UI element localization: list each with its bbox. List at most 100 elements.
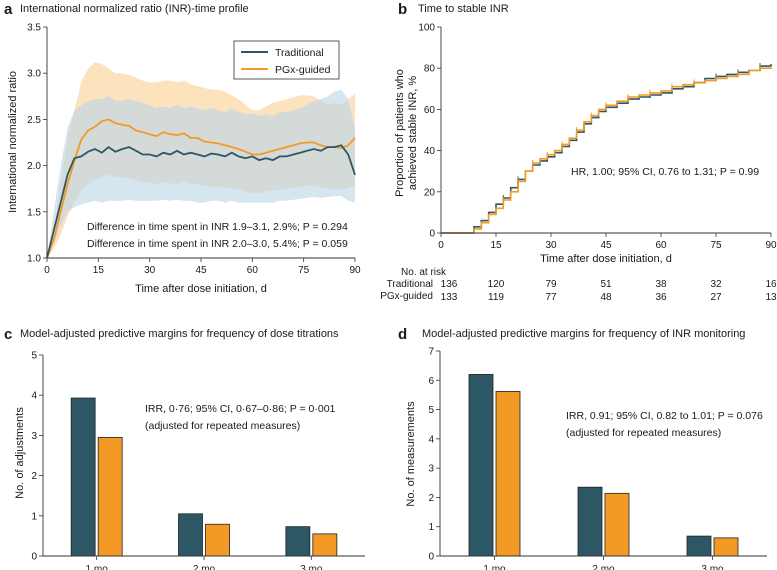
panel-c-bars xyxy=(70,397,338,557)
panel-a-xtick-label: 15 xyxy=(93,265,105,276)
panel-b-letter: b xyxy=(398,1,407,18)
risk-count-pgx: 77 xyxy=(545,292,557,303)
risk-table: No. at risk Traditional PGx-guided 136 12… xyxy=(380,267,777,303)
panel-d-annotation-1: IRR, 0.91; 95% CI, 0.82 to 1.01; P = 0.0… xyxy=(566,410,763,422)
bar-traditional xyxy=(285,526,311,557)
panel-a-xtick-label: 90 xyxy=(349,265,361,276)
panel-a-axes: 1.0 1.5 2.0 2.5 3.0 3.5 0 15 30 45 60 75 90 xyxy=(27,23,361,277)
panel-d-ylabel: No. of measurements xyxy=(405,401,417,507)
panel-d-category-label: 2 mo xyxy=(592,564,615,570)
panel-a-ytick-label: 3.5 xyxy=(27,23,41,34)
panel-a-ytick-label: 2.0 xyxy=(27,161,41,172)
panel-d-category-label: 1 mo xyxy=(483,564,506,570)
bar-traditional xyxy=(686,535,712,557)
risk-count-traditional: 79 xyxy=(545,279,557,290)
panel-c-ylabel: No. of adjustments xyxy=(14,407,26,499)
panel-d-ytick-label: 1 xyxy=(428,522,434,533)
panel-c: c Model-adjusted predictive margins for … xyxy=(4,326,365,570)
panel-a-ytick-label: 1.0 xyxy=(27,254,41,265)
panel-a-xtick-label: 60 xyxy=(247,265,259,276)
panel-b-ylabel-line-2: achieved stable INR, % xyxy=(407,76,419,191)
risk-count-traditional: 120 xyxy=(488,279,505,290)
risk-table-row-label-pgx: PGx-guided xyxy=(380,291,433,302)
panel-c-axes: 1 mo 2 mo 3 mo 0 1 2 3 4 5 xyxy=(31,351,365,570)
risk-count-pgx: 36 xyxy=(655,292,667,303)
panel-a-ytick-label: 1.5 xyxy=(27,207,41,218)
risk-count-pgx: 119 xyxy=(488,292,504,303)
panel-b-ytick-label: 40 xyxy=(424,146,436,157)
bar-traditional xyxy=(70,397,96,557)
panel-a-annotation-2: Difference in time spent in INR 2.0–3.0,… xyxy=(87,238,348,250)
bar-traditional xyxy=(468,374,494,557)
risk-table-header: No. at risk xyxy=(401,267,447,278)
panel-a-ytick-label: 3.0 xyxy=(27,69,41,80)
panel-a-title: International normalized ratio (INR)-tim… xyxy=(20,3,249,15)
panel-a-xtick-label: 0 xyxy=(44,265,50,276)
panel-a-letter: a xyxy=(4,1,13,18)
panel-b-xtick-label: 0 xyxy=(438,240,444,251)
bar-pgx xyxy=(205,523,230,557)
panel-d-letter: d xyxy=(398,326,407,343)
panel-c-category-label: 1 mo xyxy=(86,564,109,570)
bar-pgx xyxy=(604,492,630,557)
risk-count-pgx: 27 xyxy=(710,292,722,303)
bar-traditional xyxy=(178,513,203,557)
panel-d-axes: 1 mo 2 mo 3 mo 0 1 2 3 4 5 6 7 xyxy=(428,347,767,570)
bar-pgx xyxy=(97,437,123,557)
bar-pgx xyxy=(495,391,521,557)
panel-b-xtick-label: 60 xyxy=(655,240,667,251)
bar-pgx xyxy=(312,533,338,557)
risk-table-row-label-traditional: Traditional xyxy=(387,279,433,290)
panel-b-xtick-label: 30 xyxy=(545,240,557,251)
panel-c-ytick-label: 4 xyxy=(31,391,37,402)
panel-c-ytick-label: 2 xyxy=(31,471,37,482)
panel-d-ytick-label: 5 xyxy=(428,405,434,416)
risk-count-traditional: 32 xyxy=(710,279,722,290)
panel-c-ytick-label: 3 xyxy=(31,431,37,442)
panel-d-title: Model-adjusted predictive margins for fr… xyxy=(422,328,745,340)
panel-b-ylabel-line-1: Proportion of patients who xyxy=(394,69,406,197)
panel-a: a International normalized ratio (INR)-t… xyxy=(4,1,361,295)
panel-b-ytick-label: 20 xyxy=(424,187,436,198)
panel-b: b Time to stable INR 0 20 40 60 80 100 0 15 30 45… xyxy=(380,1,777,303)
risk-count-traditional: 38 xyxy=(655,279,667,290)
km-curve-traditional xyxy=(441,64,772,234)
panel-b-xtick-label: 90 xyxy=(765,240,777,251)
panel-b-lines xyxy=(441,63,772,234)
legend-label-traditional: Traditional xyxy=(275,47,324,59)
panel-d-ytick-label: 7 xyxy=(428,347,434,358)
panel-a-lines xyxy=(46,118,356,259)
panel-b-xlabel: Time after dose initiation, d xyxy=(540,253,672,265)
panel-b-axes: 0 20 40 60 80 100 0 15 30 45 60 75 90 xyxy=(418,23,777,252)
risk-count-traditional: 136 xyxy=(441,279,458,290)
panel-b-ytick-label: 60 xyxy=(424,105,436,116)
panel-b-ytick-label: 100 xyxy=(418,23,435,34)
panel-a-ylabel: International normalized ratio xyxy=(7,71,19,213)
legend-box xyxy=(233,40,340,80)
risk-count-pgx: 13 xyxy=(765,292,777,303)
panel-a-xlabel: Time after dose initiation, d xyxy=(135,283,267,295)
panel-d-category-label: 3 mo xyxy=(701,564,724,570)
bar-pgx xyxy=(713,537,739,557)
panel-c-letter: c xyxy=(4,326,12,343)
panel-a-legend: Traditional PGx-guided xyxy=(233,40,340,80)
panel-b-xtick-label: 45 xyxy=(600,240,612,251)
panel-c-annotation-1: IRR, 0·76; 95% CI, 0·67–0·86; P = 0·001 xyxy=(145,403,336,415)
risk-count-traditional: 51 xyxy=(600,279,612,290)
panel-d-ytick-label: 0 xyxy=(428,552,434,563)
panel-c-ytick-label: 0 xyxy=(31,552,37,563)
panel-b-ytick-label: 0 xyxy=(429,229,435,240)
panel-d-annotation-2: (adjusted for repeated measures) xyxy=(566,427,721,439)
bar-traditional xyxy=(577,486,603,557)
panel-b-annotation: HR, 1.00; 95% CI, 0.76 to 1.31; P = 0.99 xyxy=(571,166,759,178)
panel-c-title: Model-adjusted predictive margins for fr… xyxy=(20,328,339,340)
panel-d-ytick-label: 6 xyxy=(428,376,434,387)
panel-b-title: Time to stable INR xyxy=(418,3,509,15)
panel-c-ytick-label: 5 xyxy=(31,351,37,362)
panel-a-annotation-1: Difference in time spent in INR 1.9–3.1,… xyxy=(87,221,348,233)
line-traditional xyxy=(46,144,356,259)
panel-c-category-label: 3 mo xyxy=(300,564,323,570)
panel-b-xtick-label: 15 xyxy=(490,240,502,251)
panel-d-ytick-label: 3 xyxy=(428,464,434,475)
